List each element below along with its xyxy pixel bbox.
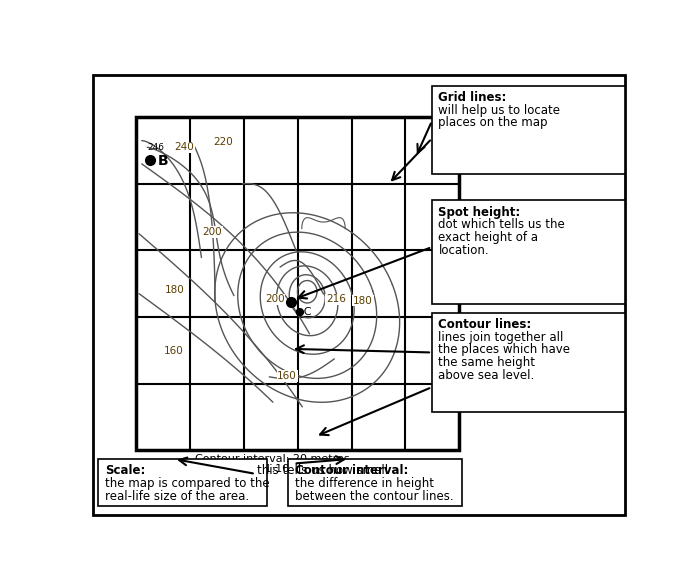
Text: real-life size of the area.: real-life size of the area. [105,489,249,503]
Text: 160: 160 [163,346,183,356]
Text: 216: 216 [326,294,346,304]
Text: between the contour lines.: between the contour lines. [295,489,454,503]
FancyBboxPatch shape [432,313,624,412]
Text: 240: 240 [174,142,194,152]
Text: Contour lines:: Contour lines: [438,318,532,331]
Text: 220: 220 [214,137,233,147]
Text: the difference in height: the difference in height [295,477,434,490]
Text: B: B [158,154,169,168]
Text: 200: 200 [202,227,222,237]
FancyBboxPatch shape [432,86,624,173]
Text: this tells us how small: this tells us how small [257,464,388,478]
FancyBboxPatch shape [93,75,624,515]
Text: Scale:: Scale: [105,464,145,478]
Text: above sea level.: above sea level. [438,369,535,382]
Text: the map is compared to the: the map is compared to the [105,477,270,490]
Text: 246: 246 [147,143,164,152]
FancyBboxPatch shape [288,459,462,506]
Text: places on the map: places on the map [438,116,548,130]
FancyBboxPatch shape [136,117,459,450]
Text: dot which tells us the: dot which tells us the [438,218,565,231]
Text: 160: 160 [277,371,297,381]
Text: Scale 1:100,00: Scale 1:100,00 [230,464,314,474]
Text: Grid lines:: Grid lines: [438,91,507,104]
Text: ●C: ●C [294,307,312,317]
Text: 180: 180 [354,296,373,306]
Text: 200: 200 [265,294,284,304]
Text: the places which have: the places which have [438,343,570,356]
Text: will help us to locate: will help us to locate [438,104,561,117]
Text: Contour interval: 20 metres: Contour interval: 20 metres [195,454,349,464]
FancyBboxPatch shape [98,459,267,506]
Text: Spot height:: Spot height: [438,206,521,219]
Text: lines join together all: lines join together all [438,331,564,344]
Text: exact height of a: exact height of a [438,231,538,244]
Text: Contour interval:: Contour interval: [295,464,408,478]
FancyBboxPatch shape [432,200,624,304]
Text: location.: location. [438,244,489,256]
Text: 180: 180 [164,286,184,296]
Text: the same height: the same height [438,356,536,369]
